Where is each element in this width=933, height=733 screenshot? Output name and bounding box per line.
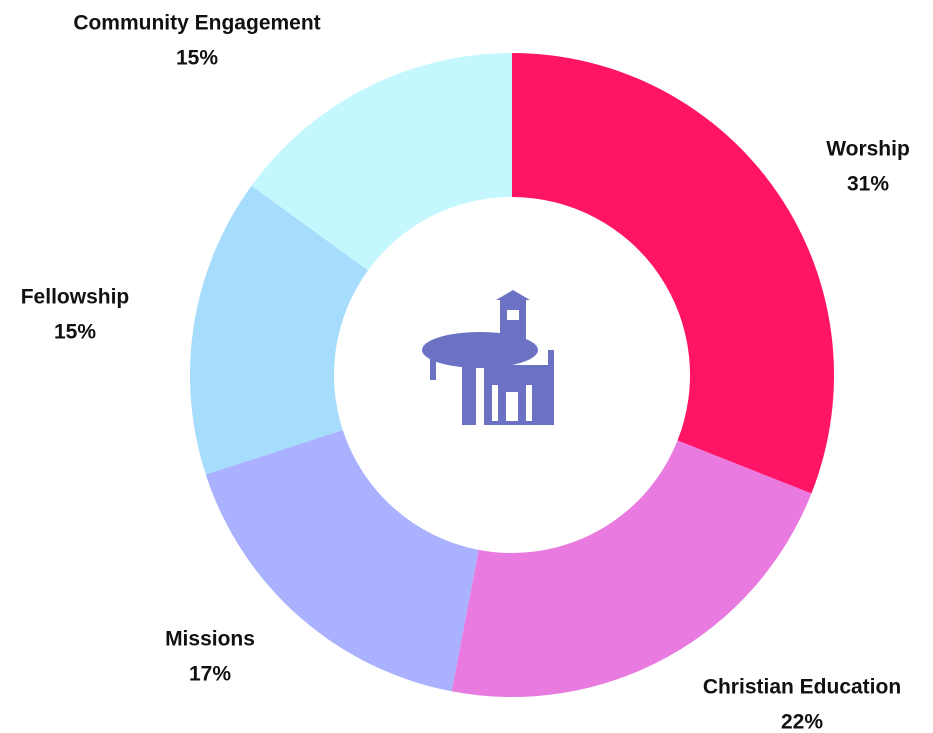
slice-value-label: 15%	[176, 47, 218, 70]
slice-label: Fellowship	[21, 286, 130, 309]
slice-value-label: 15%	[54, 321, 96, 344]
slice	[189, 185, 368, 475]
slice-label: Christian Education	[703, 676, 901, 699]
slice	[451, 440, 812, 697]
slice-label: Community Engagement	[73, 12, 320, 35]
slice	[251, 53, 512, 271]
slice-value-label: 17%	[189, 663, 231, 686]
center-logo	[422, 290, 554, 425]
slice-label: Worship	[826, 138, 910, 161]
slice-value-label: 31%	[847, 173, 889, 196]
slice-value-label: 22%	[781, 711, 823, 733]
slices	[189, 53, 834, 697]
slice	[512, 53, 834, 494]
slice-label: Missions	[165, 628, 255, 651]
slice	[205, 430, 479, 692]
